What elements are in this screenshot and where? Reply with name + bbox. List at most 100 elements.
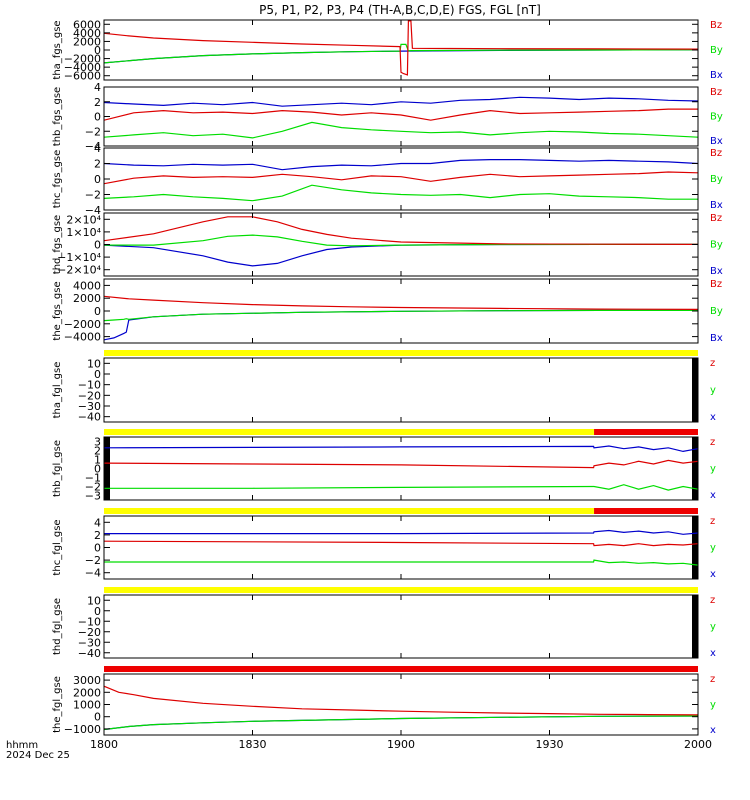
y-tick-label: 2000	[73, 686, 101, 699]
y-tick-label: −4	[85, 140, 101, 153]
panel-thc_fgl_gse: 420−2−4 thc_fgl_gse z y x	[52, 508, 716, 580]
y-tick-label: −2×10⁴	[57, 264, 101, 277]
component-label: y	[710, 543, 716, 554]
y-tick-label: −2	[85, 189, 101, 202]
y-tick-label: 4	[94, 142, 101, 155]
y-tick-label: 1×10⁴	[66, 226, 101, 239]
series-Bz	[104, 20, 698, 76]
y-axis-label: thc_fgs_gse	[52, 150, 63, 209]
component-label: x	[710, 490, 716, 501]
component-label: Bz	[710, 148, 722, 159]
status-bar-segment	[104, 666, 698, 672]
component-label: Bx	[710, 136, 723, 147]
series-z	[104, 540, 698, 547]
component-label: z	[710, 437, 715, 448]
y-tick-label: −3	[85, 490, 101, 503]
panel-thd_fgl_gse: 100−10−20−30−40 thd_fgl_gse z y x	[52, 587, 716, 660]
y-tick-label: 2	[94, 158, 101, 171]
y-tick-label: −10	[78, 379, 101, 392]
component-label: y	[710, 464, 716, 475]
chart-title: P5, P1, P2, P3, P4 (TH-A,B,C,D,E) FGS, F…	[259, 3, 541, 17]
y-tick-label: 2000	[73, 292, 101, 305]
y-axis-label: thc_fgl_gse	[52, 519, 63, 575]
component-label: By	[710, 306, 723, 317]
x-axis: 1800 1830 1900 1930 2000	[90, 738, 712, 751]
component-label: Bz	[710, 20, 722, 31]
y-tick-label: 10	[87, 594, 101, 607]
series-By	[104, 234, 698, 247]
series-x	[104, 445, 698, 453]
x-unit-label: hhmm	[6, 740, 38, 751]
component-label: x	[710, 412, 716, 423]
series-z	[104, 459, 698, 469]
y-tick-label: 0	[94, 463, 101, 476]
y-tick-label: −4	[85, 204, 101, 217]
x-tick-label: 1900	[387, 738, 415, 751]
y-tick-label: −1000	[64, 723, 101, 736]
y-tick-label: 0	[94, 173, 101, 186]
y-tick-label: 0	[94, 542, 101, 555]
y-tick-label: −2	[85, 481, 101, 494]
y-tick-label: −30	[78, 636, 101, 649]
y-tick-label: 0	[94, 305, 101, 318]
component-label: By	[710, 112, 723, 123]
y-tick-label: −40	[78, 647, 101, 660]
series-By	[104, 309, 698, 322]
series-z	[104, 685, 698, 716]
x-tick-label: 2000	[684, 738, 712, 751]
series-By	[104, 43, 698, 64]
y-tick-label: 10	[87, 357, 101, 370]
panel-frame	[103, 673, 699, 736]
y-tick-label: −1	[85, 472, 101, 485]
y-tick-label: −4000	[64, 331, 101, 344]
y-tick-label: −40	[78, 411, 101, 424]
status-bar-segment	[594, 508, 698, 514]
y-tick-label: −4	[85, 567, 101, 580]
component-label: Bz	[710, 87, 722, 98]
status-bar-segment	[594, 429, 698, 435]
y-tick-label: 1	[94, 454, 101, 467]
panel-frame	[103, 86, 699, 147]
component-label: z	[710, 674, 715, 685]
component-label: Bz	[710, 213, 722, 224]
status-bar-segment	[104, 350, 698, 356]
series-Bz	[104, 295, 698, 310]
y-axis-label: thb_fgs_gse	[52, 87, 63, 146]
y-tick-label: 4000	[73, 279, 101, 292]
panel-frame	[103, 515, 699, 580]
y-tick-label: 3000	[73, 674, 101, 687]
y-tick-label: 4	[94, 516, 101, 529]
y-tick-label: 2	[94, 529, 101, 542]
series-Bx	[104, 243, 698, 267]
series-y	[104, 484, 698, 491]
component-label: y	[710, 385, 716, 396]
y-tick-label: 0	[94, 605, 101, 618]
component-label: Bx	[710, 333, 723, 344]
series-Bx	[104, 96, 698, 107]
panel-frame	[103, 594, 699, 659]
panel-thb_fgs_gse: 4 2 0−2 −4 thb_fgs_gse Bz By Bx	[52, 81, 723, 153]
series-Bz	[104, 171, 698, 185]
y-tick-label: 0	[94, 368, 101, 381]
component-label: y	[710, 622, 716, 633]
y-axis-label: thd_fgs_gse	[52, 215, 63, 274]
y-tick-label: 6000	[73, 18, 101, 31]
x-tick-label: 1930	[536, 738, 564, 751]
component-label: Bz	[710, 279, 722, 290]
series-y	[104, 559, 698, 566]
status-bar-segment	[104, 429, 595, 435]
y-tick-label: 2	[94, 96, 101, 109]
y-tick-label: −6000	[64, 70, 101, 83]
y-tick-label: −2000	[64, 53, 101, 66]
panel-tha_fgl_gse: 100−10−20−30−40 tha_fgl_gse z y x	[52, 350, 716, 424]
component-label: Bx	[710, 200, 723, 211]
y-tick-label: −2000	[64, 318, 101, 331]
series-Bz	[104, 108, 698, 121]
